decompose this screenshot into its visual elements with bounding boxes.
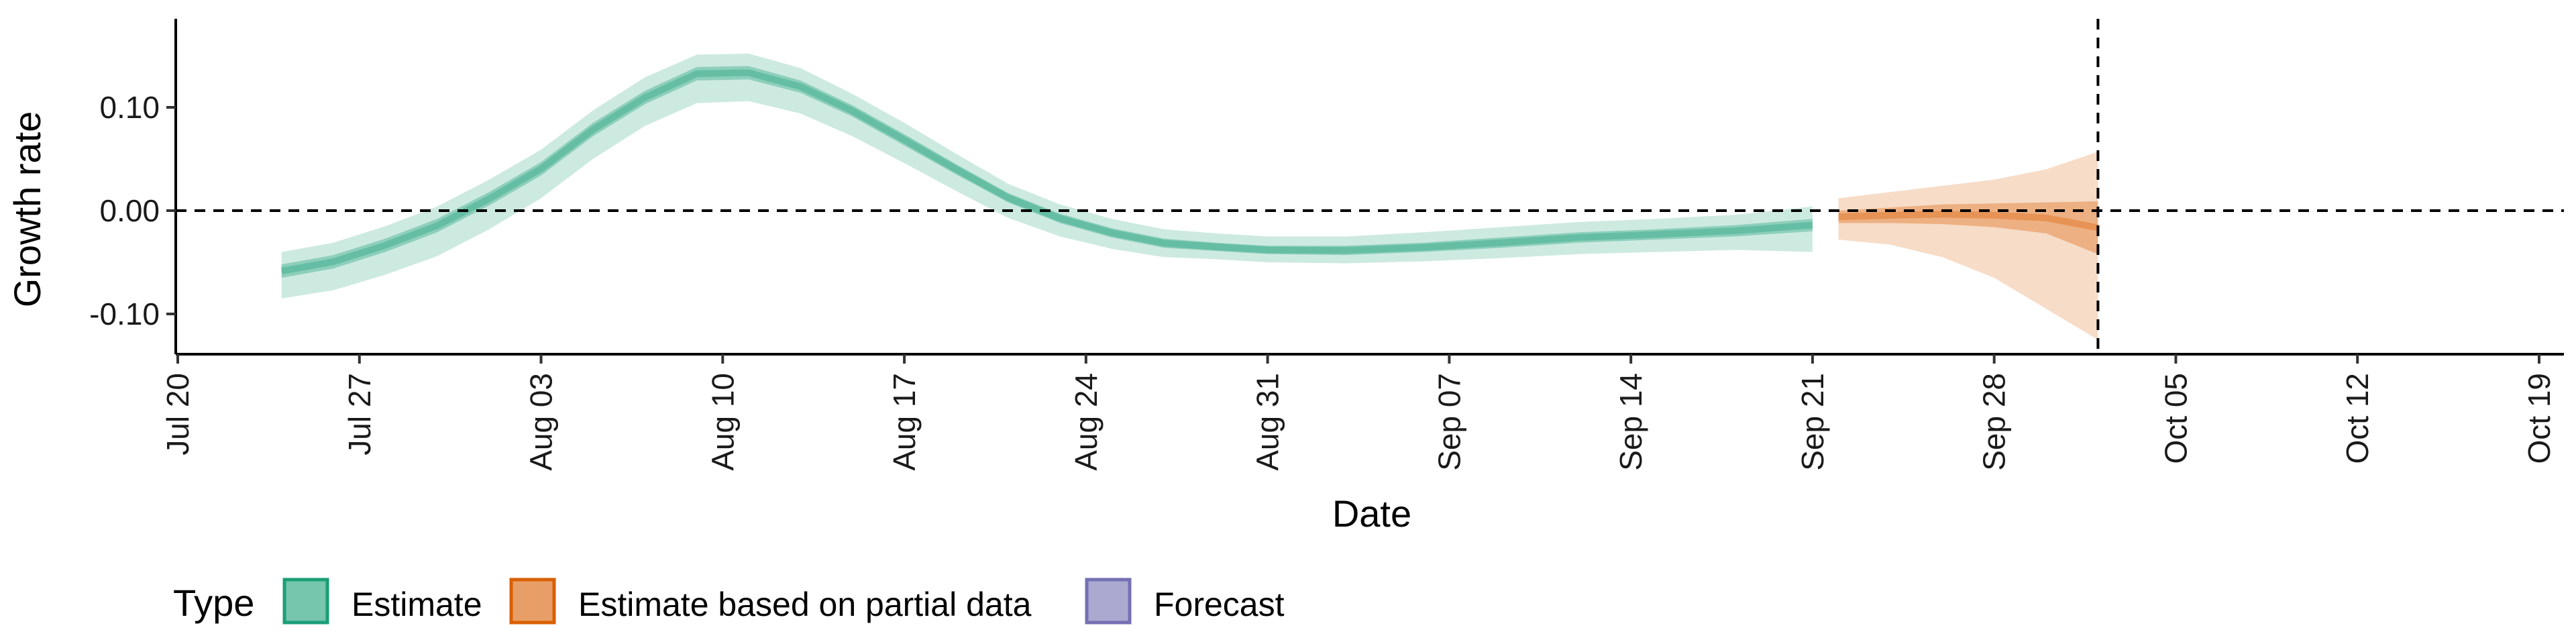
legend-label: Estimate based on partial data: [578, 586, 1032, 623]
legend-item-forecast: Forecast: [1085, 578, 1285, 625]
legend-label: Forecast: [1154, 586, 1285, 623]
x-tick-label: Oct 05: [2158, 373, 2193, 464]
legend: Type Estimate Estimate based on partial da…: [173, 578, 1285, 625]
x-tick-label: Aug 10: [705, 373, 740, 471]
series-bands: [280, 53, 2099, 340]
x-tick-label: Aug 31: [1250, 373, 1285, 471]
reference-lines: [176, 19, 2564, 354]
x-tick-label: Sep 28: [1977, 373, 2012, 471]
legend-item-estimate-based-on-partial-data: Estimate based on partial data: [509, 578, 1032, 625]
x-tick-label: Jul 27: [342, 373, 377, 455]
series-estimate: [280, 53, 1813, 299]
axes: -0.10 0.00 0.10 Jul 20 Jul 27 Aug 03 Aug 10 Aug…: [89, 19, 2564, 471]
x-tick-label: Aug 24: [1069, 373, 1104, 471]
legend-label: Estimate: [352, 586, 482, 623]
x-tick-label: Sep 21: [1795, 373, 1830, 471]
median-line: [280, 69, 1813, 275]
y-tick-label: 0.00: [99, 193, 160, 228]
legend-swatch: [282, 578, 329, 625]
x-tick-label: Oct 12: [2340, 373, 2375, 464]
legend-swatch: [1085, 578, 1132, 625]
y-tick-label: -0.10: [89, 297, 160, 331]
x-tick-label: Aug 17: [887, 373, 922, 471]
x-tick-label: Oct 19: [2522, 373, 2557, 464]
x-axis-title: Date: [1332, 492, 1411, 535]
x-tick-label: Jul 20: [160, 373, 195, 455]
series-estimate-based-on-partial-data: [1838, 152, 2099, 340]
y-tick-label: 0.10: [99, 90, 160, 125]
legend-item-estimate: Estimate: [282, 578, 482, 625]
legend-title: Type: [173, 582, 254, 624]
x-tick-label: Sep 07: [1432, 373, 1466, 471]
band-inner: [1838, 201, 2098, 254]
x-tick-label: Aug 03: [524, 373, 559, 471]
band-outer: [281, 53, 1813, 299]
x-tick-label: Sep 14: [1613, 373, 1648, 471]
band-outer: [1838, 152, 2098, 340]
legend-swatch: [509, 578, 556, 625]
y-axis-title: Growth rate: [6, 111, 48, 308]
median-line: [1838, 211, 2099, 231]
